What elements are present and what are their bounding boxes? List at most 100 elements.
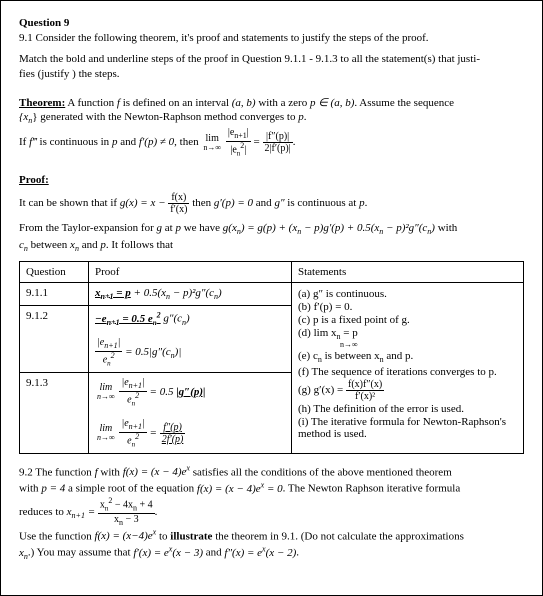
p92-2b: a simple root of the equation xyxy=(68,483,197,495)
theorem-head: Theorem: xyxy=(19,97,65,109)
proof-912-frac: |en+1| en2 xyxy=(95,337,122,368)
stmt-h: (h) The definition of the error is used. xyxy=(298,403,517,415)
p92-4a: Use the function xyxy=(19,530,94,542)
p92-fp: f′(x) = ex(x − 3) xyxy=(133,547,203,559)
theorem-lim-sub: n→∞ xyxy=(201,144,223,153)
stmt-a: (a) g″ is continuous. xyxy=(298,288,517,300)
th-question: Question xyxy=(20,262,89,283)
stmt-d-sub: n→∞ xyxy=(340,340,517,349)
theorem-text-3c: and xyxy=(120,136,139,148)
p92-xn: xn xyxy=(19,547,28,559)
theorem-text-3b: is continuous in xyxy=(40,136,112,148)
theorem-p: p ∈ (a, b) xyxy=(310,97,354,109)
p92-5b: and xyxy=(206,547,225,559)
p92-3a: reduces to xyxy=(19,506,67,518)
theorem-p3: p xyxy=(112,136,118,148)
p92-xn1: xn+1 = xyxy=(67,506,98,518)
proof-g-num: f(x) xyxy=(168,192,189,204)
theorem-frac-right: |f″(p)| 2|f′(p)| xyxy=(263,131,293,154)
proof-gdef: g(x) = x − xyxy=(120,197,168,209)
proof-step-912a: −en+1 = 0.5 en2 g″(cn) xyxy=(95,310,285,327)
theorem-text-1d: . Assume the sequence xyxy=(354,97,454,109)
theorem-text-1b: is defined on an interval xyxy=(123,97,232,109)
proof-2c: we have xyxy=(184,222,223,234)
proof-line1: It can be shown that if g(x) = x − f(x) … xyxy=(19,192,524,215)
proof-1a: It can be shown that if xyxy=(19,197,120,209)
theorem-p2: p xyxy=(298,111,304,123)
p92-p4: p = 4 xyxy=(41,483,65,495)
stmt-f: (f) The sequence of iterations converges… xyxy=(298,366,517,378)
p92-1a: 9.2 The function xyxy=(19,466,95,478)
proof-p: p xyxy=(359,197,365,209)
p92-fx: f(x) = (x−4)ex xyxy=(94,530,156,542)
frac-913b: |en+1| en2 xyxy=(119,418,146,449)
match-line1: Match the bold and underline steps of th… xyxy=(19,53,480,65)
theorem-frac-right-den: 2|f′(p)| xyxy=(263,143,293,154)
proof-step-913a: limn→∞ |en+1| en2 = 0.5 |g″(p)| xyxy=(95,377,285,408)
intro-text: 9.1 Consider the following theorem, it's… xyxy=(19,31,524,46)
proof-2d: with xyxy=(438,222,458,234)
theorem-xn: {xn xyxy=(19,111,32,123)
p92-eq: f(x) = (x − 4)ex = 0 xyxy=(197,483,283,495)
p92-1b: with xyxy=(100,466,122,478)
proof-step-912b: |en+1| en2 = 0.5|g″(cn)| xyxy=(95,337,285,368)
p92-iter-frac: xn2 − 4xn + 4 xn − 3 xyxy=(98,497,155,528)
theorem-frac-left-den: |en2| xyxy=(226,142,251,158)
theorem-frac-right-num: |f″(p)| xyxy=(263,131,293,143)
match-instructions: Match the bold and underline steps of th… xyxy=(19,52,524,82)
proof-table: Question Proof Statements 9.1.1 xn+1 = p… xyxy=(19,261,524,453)
p92-4c: the theorem in 9.1. (Do not calculate th… xyxy=(215,530,464,542)
p92-fdef: f(x) = (x − 4)ex xyxy=(123,466,190,478)
th-statements: Statements xyxy=(292,262,524,283)
proof-1c: and xyxy=(256,197,275,209)
cell-q2: 9.1.2 xyxy=(20,306,89,373)
theorem-frac-left-num: |en+1| xyxy=(226,127,251,142)
p92-1c: satisfies all the conditions of the abov… xyxy=(193,466,452,478)
theorem-f3: f‴ xyxy=(29,136,37,148)
proof-2a: From the Taylor-expansion for xyxy=(19,222,157,234)
theorem-block: Theorem: A function f is defined on an i… xyxy=(19,96,524,159)
proof-xn: xn xyxy=(70,239,79,251)
proof-cn: cn xyxy=(19,239,28,251)
part-92: 9.2 The function f with f(x) = (x − 4)ex… xyxy=(19,464,524,563)
proof-3a: between xyxy=(31,239,70,251)
cell-p2: −en+1 = 0.5 en2 g″(cn) |en+1| en2 = 0.5|… xyxy=(89,306,292,373)
p92-5a: .) You may assume that xyxy=(28,547,133,559)
proof-head: Proof: xyxy=(19,174,524,186)
cell-q3: 9.1.3 xyxy=(20,372,89,453)
cell-p1: xn+1 = p + 0.5(xn − p)²g″(cn) xyxy=(89,283,292,306)
p92-f2p: f″(x) = ex(x − 2) xyxy=(224,547,296,559)
stmt-i: (i) The iterative formula for Newton-Rap… xyxy=(298,416,517,440)
frac-913a: |en+1| en2 xyxy=(119,377,146,408)
theorem-text-1a: A function xyxy=(67,97,117,109)
proof-line2: From the Taylor-expansion for g at p we … xyxy=(19,221,524,255)
proof-p2: p xyxy=(175,222,181,234)
lim-913b: limn→∞ xyxy=(95,423,117,443)
p92-f: f xyxy=(95,466,98,478)
theorem-f: f xyxy=(117,97,120,109)
cell-p3: limn→∞ |en+1| en2 = 0.5 |g″(p)| limn→∞ |… xyxy=(89,372,292,453)
theorem-text-2a: } generated with the Newton-Raphson meth… xyxy=(32,111,298,123)
p92-4b: to xyxy=(159,530,170,542)
stmt-d: (d) lim xn = p xyxy=(298,327,517,341)
p92-2a: with xyxy=(19,483,41,495)
p92-iter-num: xn2 − 4xn + 4 xyxy=(98,497,155,514)
table-row: 9.1.1 xn+1 = p + 0.5(xn − p)²g″(cn) (a) … xyxy=(20,283,524,306)
proof-1d: is continuous at xyxy=(287,197,359,209)
page-container: Question 9 9.1 Consider the following th… xyxy=(0,0,543,596)
proof-2b: at xyxy=(165,222,176,234)
theorem-frac-left: |en+1| |en2| xyxy=(226,127,251,158)
theorem-lim: limn→∞ xyxy=(201,133,223,153)
cell-q1: 9.1.1 xyxy=(20,283,89,306)
proof-1b: then xyxy=(192,197,214,209)
proof-taylor: g(xn) = g(p) + (xn − p)g′(p) + 0.5(xn − … xyxy=(223,222,435,234)
theorem-text-1c: with a zero xyxy=(258,97,310,109)
proof-3c: . It follows that xyxy=(106,239,173,251)
theorem-text-3a: If xyxy=(19,136,29,148)
eq-sign: = xyxy=(254,136,263,148)
question-title: Question 9 xyxy=(19,17,524,29)
match-line2: fies (justify ) the steps. xyxy=(19,68,120,80)
stmt-b: (b) f′(p) = 0. xyxy=(298,301,517,313)
proof-3b: and xyxy=(82,239,101,251)
proof-g: g xyxy=(157,222,163,234)
